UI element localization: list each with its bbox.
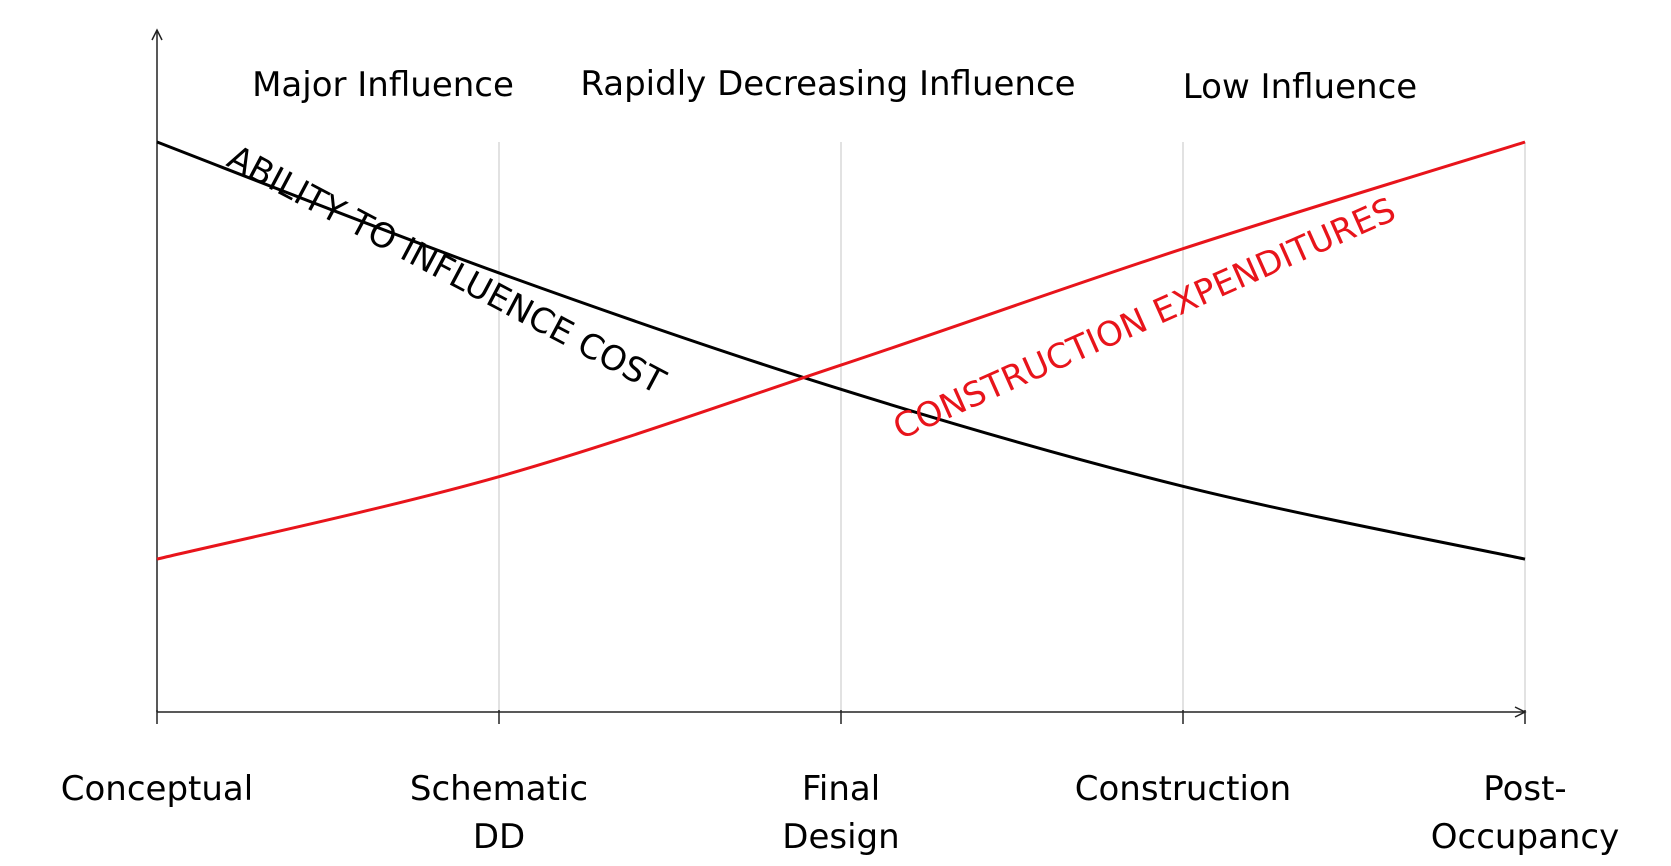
y-axis-arrow [151, 28, 163, 41]
x-tick-label-line: Final [802, 769, 880, 809]
region-label: Rapidly Decreasing Influence [580, 64, 1075, 104]
grid-lines [498, 142, 1526, 712]
x-tick-label-line: Design [782, 817, 899, 857]
region-label: Major Influence [252, 65, 514, 105]
axes [151, 28, 1527, 718]
x-tick-label: Construction [1075, 769, 1291, 809]
region-label: Low Influence [1183, 67, 1417, 107]
x-tick-label-line: Conceptual [61, 769, 253, 809]
x-tick-label: Post- Occupancy [1431, 769, 1619, 857]
category-labels: Conceptual Schematic DD Final Design Construc… [61, 769, 1619, 857]
x-tick-label-line: Post- [1483, 769, 1566, 809]
x-tick-label: Schematic DD [410, 769, 588, 857]
construction-expenditures-label: CONSTRUCTION EXPENDITURES [887, 190, 1401, 448]
region-labels: Major Influence Rapidly Decreasing Influe… [252, 64, 1417, 107]
construction-expenditures-line [156, 140, 1526, 561]
series-labels: ABILITY TO INFLUENCE COST CONSTRUCTION EX… [221, 138, 1402, 449]
x-tick-label-line: Occupancy [1431, 817, 1619, 857]
x-tick-label: Conceptual [61, 769, 253, 809]
ability-to-influence-cost-line [156, 140, 1526, 561]
x-ticks [156, 710, 1526, 724]
x-tick-label-line: Schematic [410, 769, 588, 809]
series-lines [156, 140, 1526, 561]
ability-to-influence-cost-label: ABILITY TO INFLUENCE COST [221, 138, 672, 403]
x-tick-label: Final Design [782, 769, 899, 857]
x-tick-label-line: DD [473, 817, 525, 857]
x-tick-label-line: Construction [1075, 769, 1291, 809]
